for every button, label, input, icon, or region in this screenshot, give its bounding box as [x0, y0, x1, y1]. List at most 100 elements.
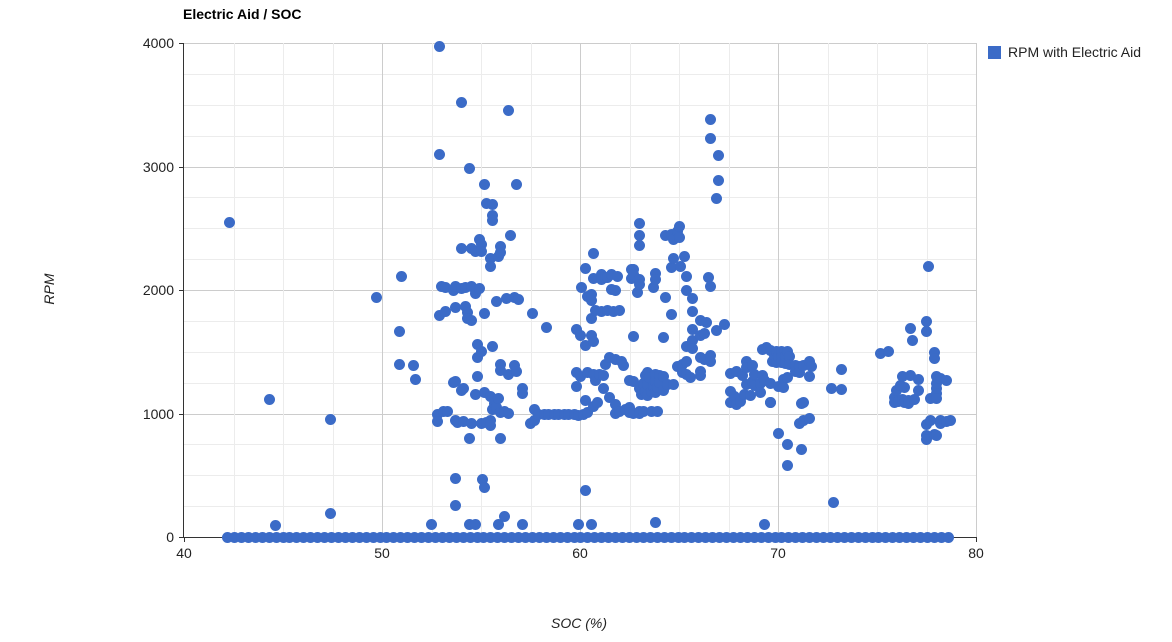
data-point [915, 531, 927, 543]
data-point [471, 339, 483, 351]
data-point [894, 531, 906, 543]
data-point [449, 473, 461, 485]
data-point [880, 531, 892, 543]
data-point [627, 331, 639, 343]
data-point [784, 358, 796, 370]
data-point [740, 355, 752, 367]
data-point [790, 531, 802, 543]
major-gridline-v [778, 43, 779, 537]
data-point [370, 291, 382, 303]
data-point [686, 531, 698, 543]
data-point [633, 217, 645, 229]
data-point [475, 238, 487, 250]
data-point [604, 352, 616, 364]
data-point [495, 240, 507, 252]
data-point [921, 316, 932, 328]
data-point [922, 261, 934, 273]
data-point [395, 531, 407, 543]
data-point [394, 359, 406, 371]
data-point [887, 531, 899, 543]
data-point [804, 355, 816, 367]
data-point [263, 531, 275, 543]
data-point [598, 382, 610, 394]
data-point [604, 392, 616, 404]
data-point [499, 510, 511, 522]
major-gridline-v [382, 43, 383, 537]
data-point [624, 531, 635, 543]
x-axis-tick [184, 537, 185, 542]
data-point [740, 362, 752, 374]
data-point [764, 377, 776, 389]
data-point [586, 312, 598, 324]
data-point [277, 531, 289, 543]
data-point [928, 347, 940, 359]
data-point [875, 348, 887, 360]
data-point [700, 531, 712, 543]
data-point [651, 531, 663, 543]
data-point [495, 432, 507, 444]
plot-area[interactable]: RPM 0 1000 2000 3000 4000 40 50 60 70 80 [41, 35, 984, 561]
data-point [582, 407, 594, 419]
data-point [576, 282, 588, 294]
data-point [479, 178, 491, 190]
data-point [681, 355, 693, 367]
data-point [312, 531, 324, 543]
data-point [630, 531, 642, 543]
data-point [667, 379, 679, 391]
data-point [346, 531, 358, 543]
data-point [617, 531, 629, 543]
data-point [866, 531, 878, 543]
data-point [776, 531, 788, 543]
data-point [744, 390, 756, 402]
data-point [487, 214, 499, 226]
data-point [835, 363, 847, 375]
data-point [627, 269, 639, 281]
data-point [859, 531, 871, 543]
legend-item[interactable]: RPM with Electric Aid [988, 44, 1141, 60]
data-point [672, 531, 684, 543]
data-point [582, 366, 594, 378]
data-point [439, 306, 451, 318]
minor-gridline-v [629, 43, 631, 537]
data-point [499, 531, 511, 543]
data-point [503, 368, 515, 380]
data-point [416, 531, 428, 543]
data-point [770, 356, 782, 368]
minor-gridline-v [926, 43, 928, 537]
data-point [727, 531, 739, 543]
minor-gridline-v [530, 43, 532, 537]
data-point [852, 531, 864, 543]
data-point [291, 531, 303, 543]
data-point [782, 372, 794, 384]
data-point [909, 393, 921, 405]
data-point [934, 372, 946, 384]
data-point [897, 371, 909, 383]
data-point [643, 372, 655, 384]
data-point [526, 531, 538, 543]
data-point [471, 370, 483, 382]
y-axis-title: RPM [41, 273, 57, 305]
data-point [256, 531, 268, 543]
data-point [520, 531, 532, 543]
data-point [633, 229, 645, 241]
data-point [431, 408, 443, 420]
data-point [269, 520, 281, 532]
data-point [455, 96, 467, 108]
data-point [469, 389, 481, 401]
chart-title: Electric Aid / SOC [183, 6, 302, 22]
data-point [769, 531, 781, 543]
data-point [242, 531, 254, 543]
data-point [475, 246, 487, 258]
data-point [883, 346, 895, 358]
data-point [645, 405, 657, 417]
data-point [353, 531, 365, 543]
data-point [905, 322, 917, 334]
x-tick-label: 70 [770, 545, 786, 561]
data-point [580, 339, 592, 351]
data-point [511, 178, 523, 190]
data-point [614, 406, 626, 418]
data-point [827, 496, 839, 508]
data-point [754, 386, 766, 398]
data-point [764, 397, 776, 409]
data-point [477, 474, 489, 486]
